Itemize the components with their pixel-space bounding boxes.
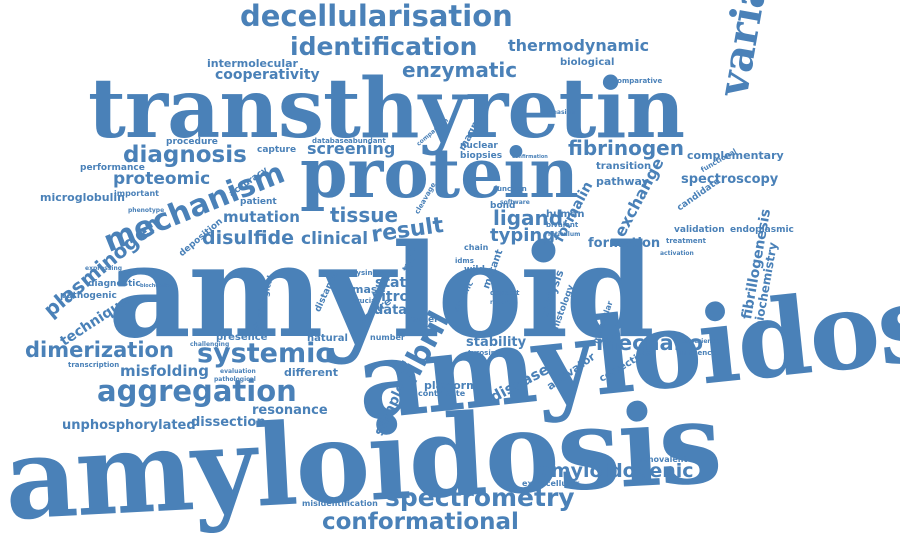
word-monovalent: monovalent	[634, 455, 688, 464]
word-enzymatic: enzymatic	[402, 58, 518, 82]
word-conformational: conformational	[322, 509, 519, 535]
word-comparative: comparative	[613, 77, 663, 85]
word-platform: platform	[424, 379, 478, 392]
word-ligand: ligand	[493, 206, 564, 230]
word-transition: transition	[596, 161, 652, 172]
word-important: important	[114, 189, 159, 198]
word-decellularisation: decellularisation	[240, 0, 513, 33]
word-deposit: deposit	[490, 289, 520, 297]
word-mas: mas	[352, 283, 378, 296]
word-number: number	[370, 333, 405, 342]
word-evaluation: evaluation	[220, 368, 256, 375]
word-dissection: dissection	[191, 415, 266, 430]
word-stability: stability	[466, 335, 527, 350]
word-identification: identification	[290, 32, 478, 61]
word-spectrometry: spectrometry	[385, 483, 575, 512]
word-reticulum: reticulum	[548, 231, 581, 238]
word-dimerization: dimerization	[25, 338, 174, 362]
word-validation: validation	[674, 225, 725, 235]
word-microglobulin: microglobulin	[40, 191, 126, 204]
word-tissue: tissue	[330, 203, 399, 227]
word-systemic: systemic	[197, 338, 332, 369]
word-resonance: resonance	[252, 403, 328, 418]
word-transthyretin: transthyretin	[88, 61, 685, 157]
word-procedure: procedure	[166, 137, 218, 147]
word-nuclear: nuclear	[460, 141, 498, 151]
word-typing: typing	[490, 225, 556, 246]
word-challenging: challenging	[190, 341, 230, 348]
word-patient: patient	[240, 197, 277, 207]
word-capture: capture	[257, 145, 297, 155]
word-bivalent: bivalent	[546, 221, 579, 229]
word-increasing: increasing	[540, 109, 576, 116]
word-abundant: abundant	[348, 137, 386, 145]
word-amyloidogenic: amyloidogenic	[538, 460, 694, 482]
word-diagnostic: diagnostic	[88, 279, 141, 289]
word-fibrinogen: fibrinogen	[568, 136, 684, 160]
word-activation: activation	[660, 250, 694, 257]
word-report: report	[490, 299, 512, 306]
word-model: model	[406, 315, 438, 325]
word-formation: formation	[588, 236, 661, 251]
word-vitro: vitro	[372, 289, 410, 305]
word-idms: idms	[455, 257, 474, 265]
word-misidentification: misidentification	[302, 499, 378, 508]
word-treatment: treatment	[666, 237, 706, 245]
word-chain: chain	[464, 243, 489, 252]
word-bond: bond	[490, 201, 516, 211]
word-cooperativity: cooperativity	[215, 67, 320, 83]
word-endoplasmic: endoplasmic	[730, 225, 794, 235]
word-different: different	[284, 366, 338, 379]
word-natural: natural	[307, 333, 348, 344]
word-presence: presence	[216, 332, 268, 343]
word-phenotype: phenotype	[128, 207, 165, 214]
word-biochemical: biochemical	[140, 283, 174, 289]
word-function: function	[494, 185, 527, 193]
word-diagnosis: diagnosis	[123, 142, 247, 168]
word-spectroscopy: spectroscopy	[681, 172, 779, 187]
word-intermolecular: intermolecular	[207, 57, 298, 70]
word-contribute: contribute	[418, 389, 466, 398]
word-extracellular: extracellular	[522, 479, 580, 488]
word-influence: influence	[680, 349, 717, 357]
word-clinical: clinical	[301, 229, 369, 249]
word-misfolding: misfolding	[120, 362, 209, 380]
word-tyrosine: tyrosine	[468, 349, 501, 357]
word-proteomic: proteomic	[113, 169, 211, 189]
word-performance: performance	[80, 163, 145, 173]
word-experience: experience	[682, 338, 720, 345]
word-biopsies: biopsies	[460, 151, 503, 161]
word-lysine: lysine	[354, 269, 378, 277]
word-biological: biological	[560, 57, 615, 68]
word-amyloid: amyloid	[108, 217, 655, 367]
word-stat: stat	[375, 275, 407, 291]
word-software: software	[500, 199, 530, 206]
word-pathological: pathological	[214, 376, 256, 383]
word-expressing: expressing	[85, 265, 123, 272]
word-mutation: mutation	[223, 208, 300, 226]
word-protein: protein	[300, 134, 579, 214]
word-pathogenic: pathogenic	[60, 291, 117, 301]
word-screening: screening	[307, 139, 396, 158]
word-database: database	[312, 137, 349, 145]
word-pathway: pathway	[596, 175, 649, 188]
word-thermodynamic: thermodynamic	[508, 36, 650, 55]
word-mechano: mechano	[596, 331, 704, 355]
word-confirmation: confirmation	[512, 154, 548, 160]
word-aggregation: aggregation	[97, 374, 297, 408]
word-disulfide: disulfide	[202, 227, 295, 249]
word-human: human	[546, 209, 585, 220]
word-transcription: transcription	[68, 361, 120, 369]
word-unphosphorylated: unphosphorylated	[62, 418, 196, 433]
word-data: data	[374, 303, 408, 318]
word-crucial: crucial	[352, 297, 379, 305]
word-complementary: complementary	[687, 149, 784, 162]
word-wild: wild	[464, 265, 485, 275]
word-variant: variant	[708, 0, 786, 100]
